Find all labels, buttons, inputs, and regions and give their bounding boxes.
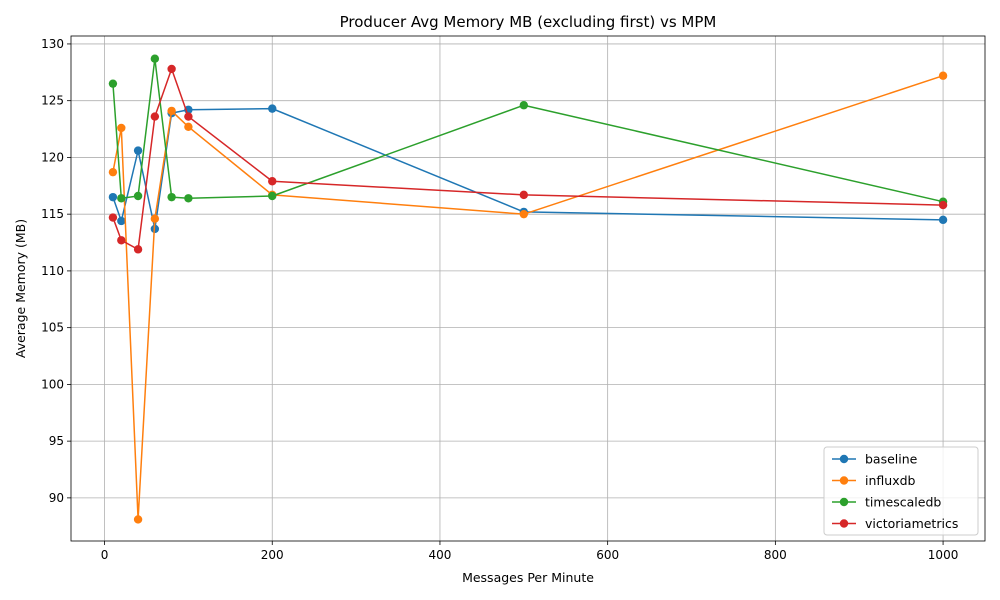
legend-box	[823, 446, 979, 536]
data-point-baseline	[133, 146, 143, 155]
series-victoriametrics	[108, 64, 948, 254]
data-point-influxdb	[167, 106, 176, 116]
data-point-influxdb	[117, 123, 126, 133]
data-point-victoriametrics	[519, 190, 529, 200]
data-point-influxdb	[150, 214, 160, 223]
data-point-timescaledb	[150, 54, 160, 63]
data-point-timescaledb	[117, 194, 126, 203]
y-tick-label: 100	[41, 377, 64, 391]
y-tick-label: 95	[49, 434, 64, 448]
data-point-baseline	[938, 215, 948, 225]
y-tick-label: 120	[41, 150, 64, 164]
data-point-influxdb	[184, 122, 193, 131]
legend-marker-baseline	[839, 454, 849, 464]
data-point-influxdb	[519, 209, 529, 219]
series-timescaledb	[108, 54, 948, 206]
x-tick-label: 800	[764, 548, 787, 562]
data-point-timescaledb	[133, 191, 143, 201]
data-point-timescaledb	[519, 101, 529, 110]
legend-label-baseline: baseline	[865, 452, 918, 467]
data-point-victoriametrics	[268, 177, 277, 186]
data-point-baseline	[108, 192, 118, 202]
data-point-timescaledb	[108, 79, 118, 88]
x-axis-label: Messages Per Minute	[462, 570, 594, 585]
y-tick-label: 125	[41, 94, 64, 108]
legend-marker-timescaledb	[839, 497, 849, 507]
data-point-baseline	[117, 216, 126, 226]
legend-marker-influxdb	[839, 476, 849, 485]
data-point-baseline	[268, 104, 277, 113]
data-point-timescaledb	[184, 194, 193, 203]
x-tick-label: 400	[429, 548, 452, 562]
x-tick-label: 600	[596, 548, 619, 562]
ticks: 0 200 400 600 800 1000 90 95 100 105 110 115 120 125 1…	[41, 37, 958, 562]
data-point-victoriametrics	[184, 112, 193, 121]
legend: baseline influxdb timescaledb victoriametri…	[823, 446, 979, 536]
data-point-victoriametrics	[938, 200, 948, 210]
data-point-influxdb	[133, 515, 143, 524]
y-tick-label: 110	[41, 264, 64, 278]
series-influxdb	[108, 71, 948, 524]
legend-label-timescaledb: timescaledb	[865, 495, 941, 510]
data-point-victoriametrics	[167, 64, 176, 74]
data-point-influxdb	[938, 71, 948, 80]
data-point-victoriametrics	[108, 213, 118, 222]
x-tick-label: 1000	[928, 548, 959, 562]
data-point-timescaledb	[268, 191, 277, 201]
x-tick-label: 0	[101, 548, 109, 562]
data-point-victoriametrics	[117, 236, 126, 245]
legend-label-victoriametrics: victoriametrics	[865, 516, 958, 531]
y-tick-label: 105	[41, 321, 64, 335]
plot-frame	[70, 35, 986, 542]
y-tick-label: 90	[49, 491, 64, 505]
data-point-victoriametrics	[150, 112, 160, 121]
y-tick-label: 115	[41, 207, 64, 221]
y-tick-label: 130	[41, 37, 64, 51]
legend-marker-victoriametrics	[839, 519, 849, 528]
data-point-timescaledb	[167, 192, 176, 202]
series-layer	[108, 54, 948, 524]
chart-title: Producer Avg Memory MB (excluding first)…	[340, 13, 717, 31]
grid	[71, 36, 985, 541]
x-tick-label: 200	[261, 548, 284, 562]
y-axis-label: Average Memory (MB)	[13, 219, 28, 358]
data-point-influxdb	[108, 167, 118, 177]
legend-label-influxdb: influxdb	[865, 473, 916, 488]
data-point-victoriametrics	[133, 245, 143, 254]
